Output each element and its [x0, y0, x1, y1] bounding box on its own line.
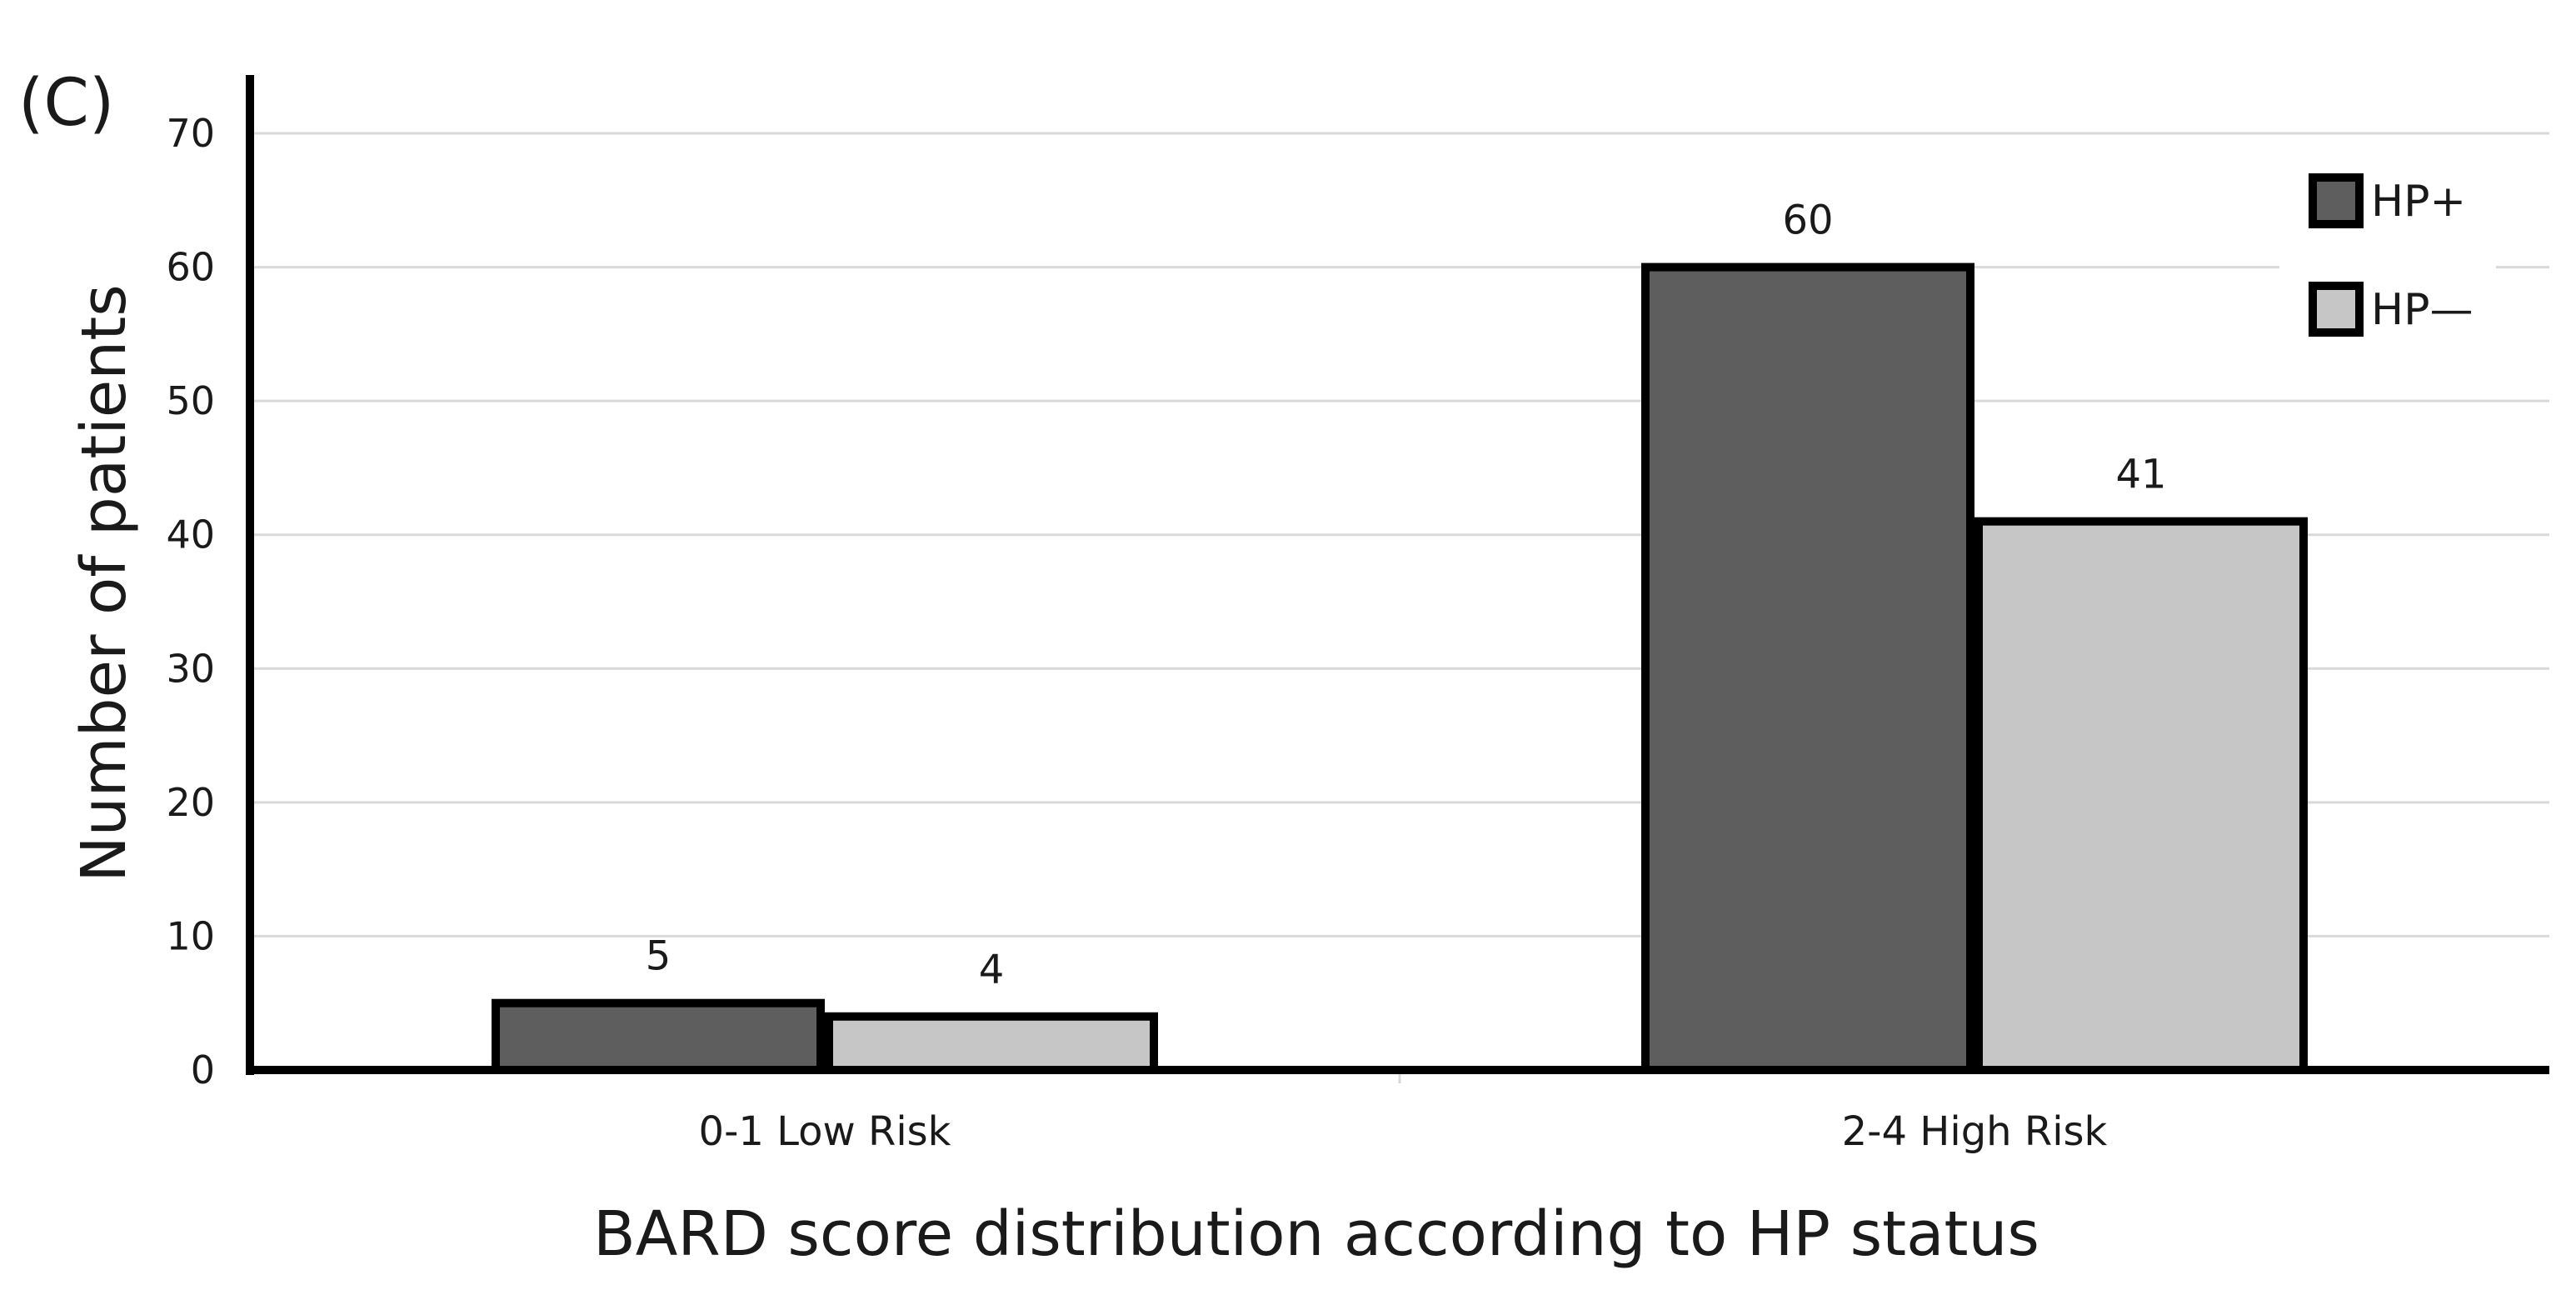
y-tick-label: 70 [166, 111, 215, 156]
bars [492, 262, 2308, 1075]
y-tick-label: 30 [166, 646, 215, 691]
y-tick-label: 40 [166, 512, 215, 558]
data-label: 4 [979, 947, 1005, 993]
data-label: 60 [1782, 198, 1833, 244]
x-axis-title: BARD score distribution according to HP … [593, 1198, 2039, 1270]
y-tick-label: 0 [191, 1048, 215, 1092]
panel-label: (C) [18, 66, 114, 141]
y-tick-label: 20 [166, 780, 215, 825]
x-category-label: 2-4 High Risk [1842, 1108, 2108, 1155]
bar-HP+-2-4 High Risk [1641, 262, 1974, 1075]
x-category-label: 0-1 Low Risk [699, 1108, 951, 1155]
data-label: 41 [2115, 452, 2166, 498]
y-tick-label: 50 [166, 378, 215, 423]
data-label: 5 [646, 933, 671, 980]
legend-swatch-HP+ [2309, 173, 2364, 228]
x-category-labels: 0-1 Low Risk 2-4 High Risk [699, 1074, 2108, 1155]
legend-swatch-HP— [2309, 282, 2364, 337]
bar-HP+-0-1 Low Risk [492, 998, 825, 1074]
legend-label: HP— [2371, 285, 2473, 335]
bar-HP—-2-4 High Risk [1974, 517, 2308, 1074]
y-tick-labels: 0 10 20 30 40 50 60 70 [166, 111, 215, 1092]
legend: HP+ HP— [2279, 158, 2496, 342]
gridlines [250, 132, 2549, 938]
y-axis-title: Number of patients [68, 284, 140, 882]
y-tick-label: 10 [166, 913, 215, 958]
data-labels: 5 4 60 41 [646, 198, 2167, 993]
legend-label: HP+ [2371, 177, 2466, 227]
y-tick-label: 60 [166, 245, 215, 290]
bar-HP—-0-1 Low Risk [825, 1012, 1158, 1075]
